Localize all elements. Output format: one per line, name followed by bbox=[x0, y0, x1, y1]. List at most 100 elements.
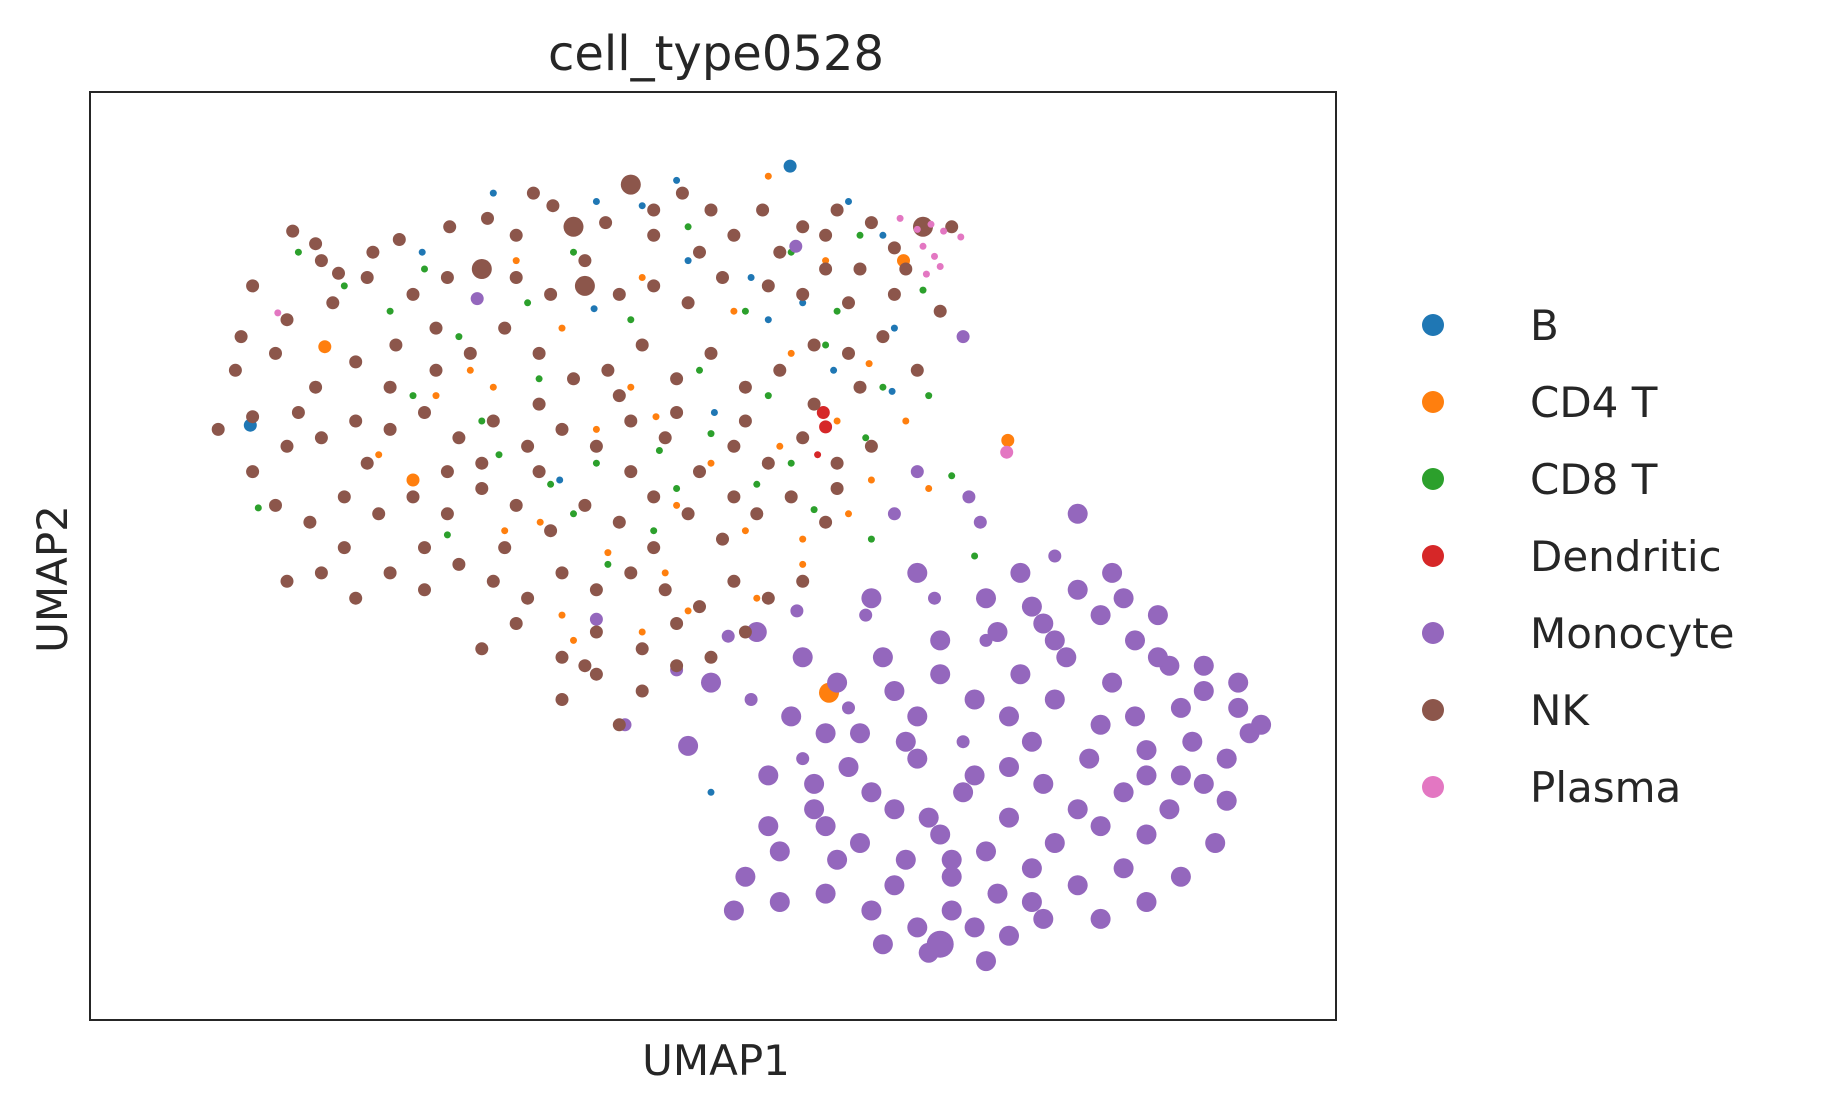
point-nk bbox=[532, 346, 546, 360]
point-nk bbox=[589, 439, 603, 453]
point-nk bbox=[612, 287, 626, 301]
point-cd4-t bbox=[466, 366, 474, 374]
point-cd4-t bbox=[822, 257, 830, 265]
point-monocyte bbox=[1021, 731, 1042, 752]
point-nk bbox=[578, 659, 592, 673]
point-cd8-t bbox=[547, 480, 555, 488]
point-monocyte bbox=[1044, 630, 1065, 651]
point-nk bbox=[796, 574, 810, 588]
point-nk bbox=[670, 617, 684, 630]
point-b bbox=[556, 476, 564, 484]
point-monocyte bbox=[1010, 562, 1031, 583]
point-nk bbox=[853, 262, 867, 276]
legend-item-b: B bbox=[1422, 301, 1559, 350]
series-cd8-t bbox=[254, 223, 979, 585]
point-monocyte bbox=[1090, 714, 1111, 735]
point-cd4-t bbox=[592, 425, 600, 433]
point-nk bbox=[864, 439, 878, 453]
point-nk bbox=[716, 532, 729, 546]
point-monocyte bbox=[964, 689, 985, 710]
point-nk bbox=[704, 650, 718, 664]
point-b bbox=[673, 176, 681, 184]
point-nk bbox=[819, 515, 833, 529]
point-monocyte bbox=[1136, 765, 1157, 786]
point-nk bbox=[704, 203, 718, 217]
point-nk bbox=[853, 380, 867, 394]
point-nk bbox=[418, 541, 431, 555]
point-nk bbox=[475, 456, 489, 470]
point-monocyte bbox=[792, 647, 813, 668]
series-monocyte bbox=[470, 239, 1272, 972]
point-cd4-t bbox=[318, 340, 332, 354]
point-nk bbox=[635, 642, 649, 656]
point-cd8-t bbox=[707, 430, 715, 438]
point-nk bbox=[819, 228, 833, 242]
point-monocyte bbox=[976, 841, 996, 862]
point-nk bbox=[842, 346, 855, 360]
point-cd8-t bbox=[764, 392, 772, 400]
point-monocyte bbox=[827, 672, 848, 693]
point-nk bbox=[509, 228, 523, 242]
point-monocyte bbox=[1079, 748, 1100, 769]
point-nk bbox=[269, 498, 282, 512]
point-b bbox=[592, 198, 600, 205]
point-cd8-t bbox=[294, 248, 302, 256]
point-monocyte bbox=[956, 735, 970, 749]
point-monocyte bbox=[941, 900, 962, 921]
point-monocyte bbox=[701, 672, 721, 693]
point-monocyte bbox=[1021, 596, 1042, 617]
point-monocyte bbox=[746, 622, 767, 642]
point-monocyte bbox=[907, 917, 928, 938]
point-monocyte bbox=[1193, 773, 1214, 794]
point-monocyte bbox=[1067, 503, 1088, 524]
point-monocyte bbox=[976, 951, 996, 972]
point-nk bbox=[440, 507, 454, 521]
point-cd8-t bbox=[919, 286, 927, 294]
point-b bbox=[783, 159, 797, 173]
plot-frame bbox=[89, 91, 1337, 1021]
point-nk bbox=[750, 507, 764, 521]
point-monocyte bbox=[721, 629, 735, 643]
point-b bbox=[888, 387, 896, 395]
point-nk bbox=[796, 431, 810, 445]
point-plasma bbox=[919, 242, 927, 250]
point-nk bbox=[532, 397, 546, 411]
point-cd4-t bbox=[902, 417, 910, 425]
point-nk bbox=[303, 515, 317, 529]
point-cd8-t bbox=[409, 392, 417, 400]
point-cd4-t bbox=[730, 307, 738, 315]
point-cd8-t bbox=[421, 265, 428, 273]
point-nk bbox=[392, 233, 406, 246]
point-b bbox=[418, 248, 426, 256]
legend-item-cd8-t: CD8 T bbox=[1422, 455, 1658, 504]
point-nk bbox=[471, 259, 492, 279]
point-monocyte bbox=[789, 239, 803, 253]
point-nk bbox=[704, 346, 718, 360]
point-cd8-t bbox=[879, 383, 887, 391]
point-monocyte bbox=[827, 849, 848, 870]
point-monocyte bbox=[1170, 765, 1191, 786]
series-dendritic bbox=[814, 406, 833, 459]
legend-marker bbox=[1422, 699, 1444, 721]
point-monocyte bbox=[1010, 664, 1031, 685]
point-nk bbox=[429, 321, 443, 335]
point-monocyte bbox=[1090, 605, 1111, 626]
point-monocyte bbox=[1193, 655, 1214, 676]
point-monocyte bbox=[589, 612, 603, 626]
point-nk bbox=[784, 490, 798, 504]
point-b bbox=[638, 202, 646, 210]
point-nk bbox=[796, 287, 810, 301]
point-b bbox=[707, 788, 715, 796]
point-nk bbox=[383, 422, 397, 436]
point-cd8-t bbox=[948, 472, 956, 480]
point-nk bbox=[475, 642, 489, 656]
point-nk bbox=[612, 718, 626, 732]
point-monocyte bbox=[999, 757, 1019, 777]
point-nk bbox=[440, 271, 454, 284]
point-nk bbox=[910, 363, 924, 377]
point-monocyte bbox=[930, 824, 951, 845]
point-plasma bbox=[957, 233, 965, 241]
point-nk bbox=[481, 211, 494, 225]
point-monocyte bbox=[859, 608, 873, 622]
